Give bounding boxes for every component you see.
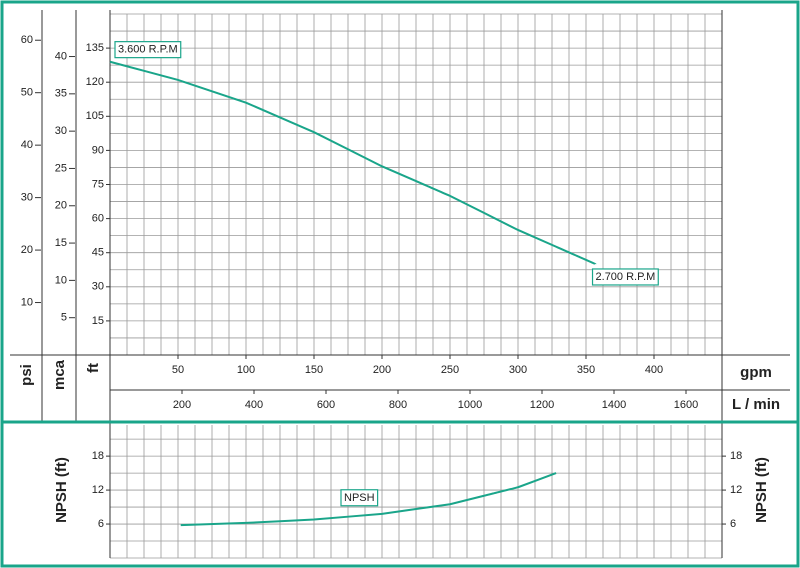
- y-tick-label: 30: [92, 281, 104, 293]
- y3-tick-label: 60: [21, 34, 33, 46]
- y2-tick-label: 15: [55, 237, 67, 249]
- x-tick-label: 400: [645, 364, 663, 376]
- x2-label: L / min: [732, 396, 780, 413]
- y2-tick-label: 5: [61, 312, 67, 324]
- y2-tick-label: 40: [55, 50, 67, 62]
- y-tick-label: 105: [86, 110, 104, 122]
- x2-tick-label: 1200: [530, 399, 554, 411]
- y3-tick-label: 20: [21, 244, 33, 256]
- curve-label-box: [340, 489, 379, 507]
- curve: [109, 60, 596, 265]
- y3-tick-label: 10: [21, 296, 33, 308]
- y-label: ft: [85, 363, 102, 373]
- y-tick-label: 60: [92, 213, 104, 225]
- x-tick-label: 200: [373, 364, 391, 376]
- curve: [180, 472, 557, 527]
- y3-tick-label: 30: [21, 192, 33, 204]
- y-tick-label: 15: [92, 315, 104, 327]
- y-tick-label: 90: [92, 144, 104, 156]
- x-label: gpm: [740, 364, 772, 381]
- y3-tick-label: 50: [21, 87, 33, 99]
- y2-tick-label: 25: [55, 162, 67, 174]
- curve-label: NPSH: [344, 492, 375, 504]
- x2-tick-label: 1400: [602, 399, 626, 411]
- x-tick-label: 250: [441, 364, 459, 376]
- x-tick-label: 100: [237, 364, 255, 376]
- curve-label: 3.600 R.P.M: [118, 44, 178, 56]
- x2-tick-label: 1000: [458, 399, 482, 411]
- y3-label: psi: [18, 364, 35, 386]
- x-tick-label: 350: [577, 364, 595, 376]
- x-tick-label: 50: [172, 364, 184, 376]
- x2-tick-label: 800: [389, 399, 407, 411]
- y3-tick-label: 40: [21, 139, 33, 151]
- y-tick-label: 12: [92, 484, 104, 496]
- x-tick-label: 300: [509, 364, 527, 376]
- y2-tick-label: 10: [55, 274, 67, 286]
- y-tick-label: 75: [92, 178, 104, 190]
- y-tick-label: 120: [86, 76, 104, 88]
- y-tick-label-right: 12: [730, 484, 742, 496]
- y2-tick-label: 20: [55, 200, 67, 212]
- y-tick-label: 18: [92, 450, 104, 462]
- x-tick-label: 150: [305, 364, 323, 376]
- y-tick-label-right: 6: [730, 518, 736, 530]
- curve-label-box: [591, 268, 659, 286]
- x2-tick-label: 400: [245, 399, 263, 411]
- npsh-y-label-right: NPSH (ft): [753, 457, 770, 523]
- curve-label-box: [114, 41, 182, 59]
- y-tick-label: 45: [92, 247, 104, 259]
- y-tick-label-right: 18: [730, 450, 742, 462]
- x2-tick-label: 200: [173, 399, 191, 411]
- x2-tick-label: 600: [317, 399, 335, 411]
- y-tick-label: 6: [98, 518, 104, 530]
- y2-tick-label: 30: [55, 125, 67, 137]
- y2-label: mca: [51, 359, 68, 390]
- npsh-y-label: NPSH (ft): [53, 457, 70, 523]
- x2-tick-label: 1600: [674, 399, 698, 411]
- y-tick-label: 135: [86, 42, 104, 54]
- y2-tick-label: 35: [55, 88, 67, 100]
- curve-label: 2.700 R.P.M: [596, 271, 656, 283]
